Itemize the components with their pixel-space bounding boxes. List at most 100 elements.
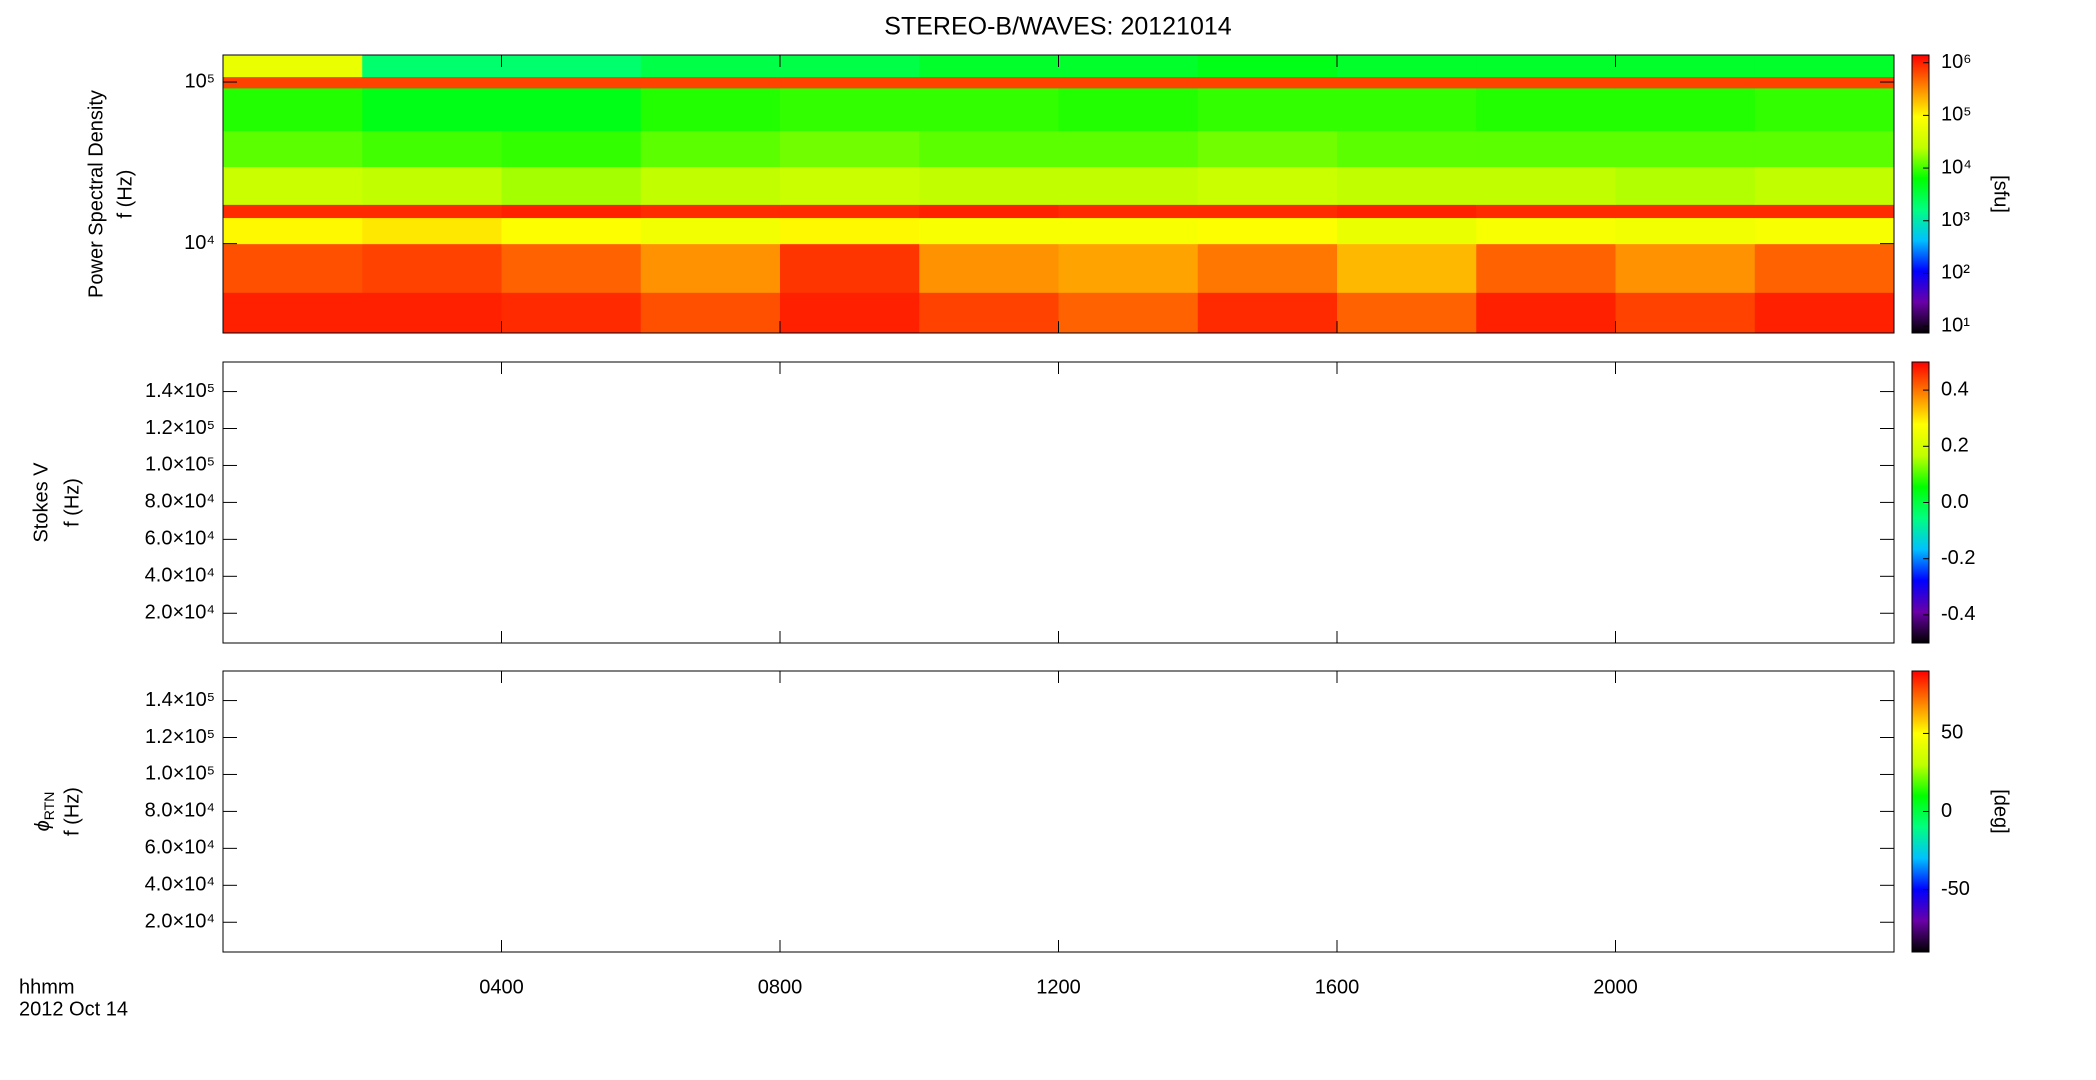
y-tick-label: 1.2×10⁵: [145, 417, 215, 439]
heatmap-cell: [640, 87, 781, 132]
heatmap-cell: [640, 166, 781, 205]
colorbar-tick-label: 10¹: [1941, 314, 1970, 336]
heatmap-cell: [1337, 130, 1477, 168]
heatmap-cell: [362, 87, 502, 132]
heatmap-cell: [1754, 204, 1895, 219]
heatmap-cell: [362, 130, 502, 168]
y-tick-label: 6.0×10⁴: [145, 528, 215, 550]
heatmap-cell: [1337, 217, 1477, 245]
colorbar-tick-label: -0.2: [1941, 547, 1975, 569]
heatmap-cell: [223, 87, 363, 132]
heatmap-cell: [1197, 87, 1338, 132]
colorbar-tick-label: 0: [1941, 800, 1952, 822]
y-tick-label: 2.0×10⁴: [145, 911, 215, 933]
heatmap-cell: [362, 217, 502, 245]
heatmap-cell: [223, 55, 363, 78]
heatmap-cell: [919, 87, 1059, 132]
y-tick-label: 1.0×10⁵: [145, 454, 215, 476]
heatmap-cell: [1615, 292, 1756, 334]
heatmap-cell: [919, 166, 1059, 205]
heatmap-cell: [1615, 204, 1756, 219]
y-tick-label: 1.4×10⁵: [145, 689, 215, 711]
heatmap-cell: [501, 217, 642, 245]
heatmap-cell: [223, 292, 363, 334]
colorbar-tick-label: 10⁴: [1941, 156, 1972, 178]
heatmap-cell: [1476, 292, 1616, 334]
heatmap-cell: [1197, 292, 1338, 334]
heatmap-cell: [1058, 243, 1199, 293]
colorbar-tick-label: 0.0: [1941, 491, 1969, 513]
y-tick-label: 8.0×10⁴: [145, 491, 215, 513]
y-axis-label: f (Hz): [61, 787, 83, 836]
heatmap-cell: [1476, 76, 1616, 89]
heatmap-cell: [362, 243, 502, 293]
heatmap-cell: [640, 76, 781, 89]
heatmap-cell: [1754, 55, 1895, 78]
y-axis-symbol: ϕ: [32, 820, 54, 831]
heatmap-cell: [1476, 166, 1616, 205]
chart-title: STEREO-B/WAVES: 20121014: [884, 13, 1231, 41]
heatmap-cell: [1615, 217, 1756, 245]
heatmap-cell: [1337, 243, 1477, 293]
heatmap-cell: [919, 55, 1059, 78]
heatmap-cell: [780, 130, 920, 168]
heatmap-cell: [1476, 130, 1616, 168]
heatmap-cell: [1754, 87, 1895, 132]
colorbar-tick-label: 0.4: [1941, 378, 1969, 400]
heatmap-cell: [1197, 243, 1338, 293]
heatmap-cell: [1058, 55, 1199, 78]
heatmap-cell: [223, 217, 363, 245]
heatmap-cell: [501, 55, 642, 78]
heatmap-cell: [501, 76, 642, 89]
y-tick-label: 4.0×10⁴: [145, 565, 215, 587]
heatmap-cell: [1058, 204, 1199, 219]
heatmap-cell: [919, 243, 1059, 293]
y-axis-label: f (Hz): [114, 170, 136, 219]
heatmap-cell: [780, 76, 920, 89]
colorbar-tick-label: 10⁵: [1941, 104, 1972, 126]
heatmap-cell: [1476, 55, 1616, 78]
heatmap-cell: [1337, 204, 1477, 219]
heatmap-cell: [501, 204, 642, 219]
heatmap-cell: [1337, 76, 1477, 89]
y-tick-label: 1.2×10⁵: [145, 726, 215, 748]
heatmap-cell: [1615, 130, 1756, 168]
heatmap-cell: [362, 204, 502, 219]
heatmap-cell: [1754, 166, 1895, 205]
y-axis-label: Stokes V: [30, 462, 52, 543]
heatmap-cell: [1615, 76, 1756, 89]
heatmap-cell: [1615, 166, 1756, 205]
heatmap-cell: [1615, 243, 1756, 293]
colorbar-tick-label: 10³: [1941, 209, 1970, 231]
heatmap-cell: [1058, 292, 1199, 334]
heatmap-cell: [640, 204, 781, 219]
heatmap-cell: [1476, 217, 1616, 245]
heatmap-cell: [501, 243, 642, 293]
heatmap-cell: [362, 55, 502, 78]
heatmap-cell: [1058, 130, 1199, 168]
heatmap-cell: [1754, 76, 1895, 89]
x-tick-label: 2000: [1593, 976, 1638, 998]
heatmap-cell: [223, 166, 363, 205]
colorbar-tick-label: 10²: [1941, 262, 1970, 284]
heatmap-cell: [780, 204, 920, 219]
heatmap-cell: [1337, 87, 1477, 132]
y-tick-label: 4.0×10⁴: [145, 874, 215, 896]
heatmap-cell: [1754, 217, 1895, 245]
heatmap-cell: [1337, 292, 1477, 334]
heatmap-cell: [1754, 292, 1895, 334]
heatmap-cell: [640, 130, 781, 168]
heatmap-cell: [223, 76, 363, 89]
heatmap-cell: [1476, 87, 1616, 132]
heatmap-cell: [1058, 76, 1199, 89]
heatmap-cell: [1197, 55, 1338, 78]
heatmap-cell: [1058, 217, 1199, 245]
heatmap-cell: [640, 217, 781, 245]
heatmap-cell: [640, 55, 781, 78]
y-tick-label: 1.0×10⁵: [145, 763, 215, 785]
heatmap-cell: [780, 55, 920, 78]
colorbar-tick-label: 10⁶: [1941, 51, 1971, 73]
y-axis-label: ϕRTN: [32, 792, 56, 832]
heatmap-cell: [919, 204, 1059, 219]
heatmap-cell: [1476, 204, 1616, 219]
